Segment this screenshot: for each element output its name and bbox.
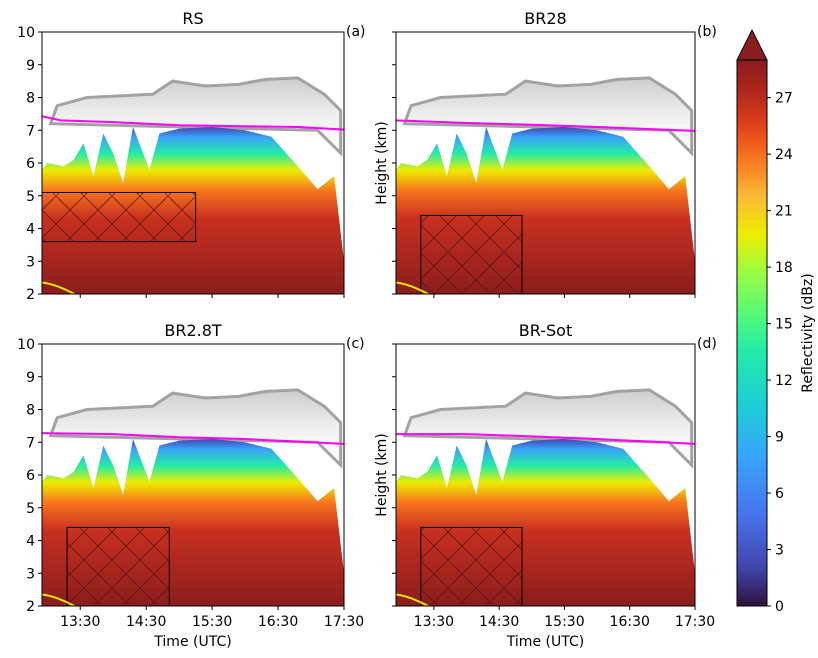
hatched-region [421,527,522,606]
hatched-region [421,215,522,294]
y-tick-label: 8 [26,403,35,419]
panel-content [396,390,695,609]
y-tick-label: 4 [26,222,35,238]
panel-content [42,78,344,297]
hatched-region [42,192,196,241]
panel-title: BR2.8T [164,321,222,340]
x-tick-label: 14:30 [126,614,166,630]
panel-tag: (d) [697,336,717,352]
x-tick-label: 13:30 [414,614,454,630]
panel-tag: (b) [697,24,717,40]
y-tick-label: 7 [26,123,35,139]
colorbar-tick-label: 9 [775,430,784,446]
y-tick-label: 2 [26,599,35,615]
panel-1: RS (a) 2 3 4 5 6 7 8 9 10 [17,9,365,303]
y-tick-label: 6 [26,468,35,484]
colorbar-tick-label: 24 [775,147,793,163]
colorbar-body [737,60,767,606]
y-tick-label: 9 [26,370,35,386]
y-tick-label: 9 [26,58,35,74]
panel-tag: (c) [346,336,365,352]
x-tick-label: 13:30 [60,614,100,630]
y-tick-label: 6 [26,156,35,172]
colorbar-tick-label: 12 [775,373,793,389]
x-tick-label: 16:30 [258,614,298,630]
y-tick-label: 4 [26,534,35,550]
y-tick-label: 5 [26,501,35,517]
y-axis-title: Height (km) [374,433,390,516]
x-tick-label: 16:30 [610,614,650,630]
panel-2: BR28 (b) Height (km) [374,9,717,298]
panel-3: BR2.8T (c) 2 3 4 5 6 7 8 9 10 13:30 14:30 15:30 16:30 1… [17,321,364,650]
y-axis-title: Height (km) [374,121,390,204]
x-axis-title: Time (UTC) [153,634,231,650]
colorbar-extend-arrow [737,30,767,60]
colorbar-tick-label: 27 [775,91,793,107]
panel-title: BR28 [524,9,566,28]
x-tick-label: 17:30 [324,614,364,630]
y-tick-label: 7 [26,435,35,451]
panels-layer: RS (a) 2 3 4 5 6 7 8 9 10 BR28 (b) Height (km) BR2.8T (… [17,9,717,650]
x-tick-label: 14:30 [479,614,519,630]
colorbar-tick-label: 3 [775,543,784,559]
x-tick-label: 15:30 [544,614,584,630]
y-tick-label: 2 [26,287,35,303]
x-axis-title: Time (UTC) [506,634,584,650]
y-tick-label: 3 [26,566,35,582]
y-tick-label: 5 [26,189,35,205]
colorbar-tick-label: 0 [775,599,784,615]
y-tick-label: 8 [26,91,35,107]
panel-title: BR-Sot [519,321,572,340]
y-tick-label: 10 [17,337,35,353]
x-tick-label: 15:30 [192,614,232,630]
colorbar-tick-label: 6 [775,486,784,502]
colorbar-tick-label: 15 [775,317,793,333]
colorbar-tick-label: 21 [775,204,793,220]
panel-4: BR-Sot (d) Height (km) 13:30 14:30 15:30 16:30… [374,321,717,650]
colorbar: 0 3 6 9 12 15 18 21 24 27 Reflectivity (dBz) [737,30,816,615]
panel-content [42,390,344,609]
y-tick-label: 10 [17,25,35,41]
x-tick-label: 17:30 [675,614,715,630]
panel-content [396,78,695,297]
colorbar-tick-label: 18 [775,260,793,276]
y-tick-label: 3 [26,254,35,270]
panel-title: RS [182,9,203,28]
hatched-region [67,527,169,606]
panel-tag: (a) [346,24,366,40]
colorbar-title: Reflectivity (dBz) [800,273,816,392]
